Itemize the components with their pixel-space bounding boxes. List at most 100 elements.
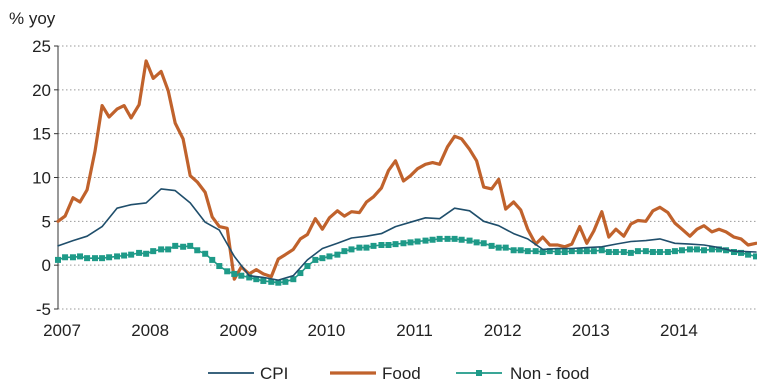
data-point-non-food <box>194 247 201 254</box>
data-point-non-food <box>231 270 238 277</box>
data-point-non-food <box>69 254 76 261</box>
data-point-non-food <box>209 256 216 263</box>
data-point-non-food <box>238 272 245 279</box>
legend-marker <box>476 370 482 376</box>
data-point-non-food <box>671 248 678 255</box>
data-point-non-food <box>77 253 84 260</box>
data-point-non-food <box>436 235 443 242</box>
data-point-non-food <box>172 242 179 249</box>
data-point-non-food <box>429 236 436 243</box>
y-tick-labels: 25 20 15 10 5 0 -5 <box>32 37 51 319</box>
series-line-food <box>56 59 757 281</box>
axes <box>54 45 59 310</box>
data-point-non-food <box>642 248 649 255</box>
data-point-non-food <box>444 235 451 242</box>
data-point-non-food <box>488 242 495 249</box>
data-point-non-food <box>150 248 157 255</box>
data-point-non-food <box>686 246 693 253</box>
y-tick-label: 10 <box>32 169 51 188</box>
data-point-non-food <box>554 249 561 256</box>
x-tick-labels: 2007 2008 2009 2010 2011 2012 2013 2014 <box>43 321 698 340</box>
data-point-non-food <box>334 251 341 258</box>
legend-label: Non - food <box>510 364 589 383</box>
x-tick-label: 2013 <box>572 321 610 340</box>
data-point-non-food <box>246 274 253 281</box>
data-point-non-food <box>502 244 509 251</box>
data-point-non-food <box>275 279 282 286</box>
data-point-non-food <box>612 249 619 256</box>
data-point-non-food <box>598 247 605 254</box>
y-axis-unit-label: % yoy <box>9 9 56 28</box>
data-point-non-food <box>480 240 487 247</box>
data-point-non-food <box>363 244 370 251</box>
data-point-non-food <box>158 246 165 253</box>
data-point-non-food <box>121 252 128 259</box>
data-point-non-food <box>568 248 575 255</box>
series-line-non-food <box>57 238 757 284</box>
data-point-non-food <box>466 237 473 244</box>
data-point-non-food <box>451 235 458 242</box>
data-point-non-food <box>297 270 304 277</box>
data-point-non-food <box>583 248 590 255</box>
data-point-non-food <box>187 242 194 249</box>
data-point-non-food <box>458 236 465 243</box>
data-point-non-food <box>738 249 745 256</box>
data-point-non-food <box>510 247 517 254</box>
data-point-non-food <box>106 254 113 261</box>
data-point-non-food <box>128 251 135 258</box>
data-point-non-food <box>165 246 172 253</box>
data-point-non-food <box>495 244 502 251</box>
data-point-non-food <box>62 254 69 261</box>
data-point-non-food <box>649 249 656 256</box>
data-point-non-food <box>268 278 275 285</box>
data-point-non-food <box>524 248 531 255</box>
y-tick-label: 15 <box>32 125 51 144</box>
data-point-non-food <box>678 247 685 254</box>
data-point-non-food <box>627 249 634 256</box>
x-tick-label: 2010 <box>307 321 345 340</box>
data-point-non-food <box>407 239 414 246</box>
x-tick-label: 2014 <box>660 321 698 340</box>
data-point-non-food <box>378 242 385 249</box>
data-point-non-food <box>517 247 524 254</box>
data-point-non-food <box>422 237 429 244</box>
data-point-non-food <box>143 250 150 257</box>
data-point-non-food <box>99 255 106 262</box>
data-point-non-food <box>326 253 333 260</box>
y-tick-label: 20 <box>32 81 51 100</box>
data-point-non-food <box>136 249 143 256</box>
data-point-non-food <box>561 249 568 256</box>
data-point-non-food <box>634 248 641 255</box>
data-point-non-food <box>312 256 319 263</box>
data-point-non-food <box>723 247 730 254</box>
series-line-cpi <box>57 188 757 281</box>
data-point-non-food <box>620 249 627 256</box>
data-point-non-food <box>539 249 546 256</box>
data-point-non-food <box>370 242 377 249</box>
y-tick-label: 5 <box>42 212 51 231</box>
data-point-non-food <box>473 239 480 246</box>
data-point-non-food <box>253 276 260 283</box>
data-point-non-food <box>414 238 421 245</box>
x-tick-label: 2009 <box>219 321 257 340</box>
y-tick-label: 0 <box>42 256 51 275</box>
data-point-non-food <box>576 248 583 255</box>
data-point-non-food <box>356 244 363 251</box>
data-point-non-food <box>693 246 700 253</box>
data-point-non-food <box>202 250 209 257</box>
y-tick-label: -5 <box>36 300 51 319</box>
data-point-non-food <box>385 242 392 249</box>
legend-label: CPI <box>260 364 288 383</box>
data-point-non-food <box>84 255 91 262</box>
data-point-non-food <box>341 248 348 255</box>
data-point-non-food <box>546 248 553 255</box>
data-point-non-food <box>701 247 708 254</box>
data-point-non-food <box>282 278 289 285</box>
data-point-non-food <box>605 249 612 256</box>
x-tick-label: 2011 <box>396 321 433 340</box>
data-point-non-food <box>753 253 757 260</box>
data-point-non-food <box>92 255 99 262</box>
data-point-non-food <box>656 249 663 256</box>
data-point-non-food <box>400 240 407 247</box>
